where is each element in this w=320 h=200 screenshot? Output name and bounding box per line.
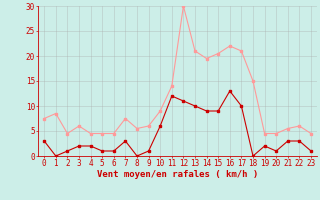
- X-axis label: Vent moyen/en rafales ( km/h ): Vent moyen/en rafales ( km/h ): [97, 170, 258, 179]
